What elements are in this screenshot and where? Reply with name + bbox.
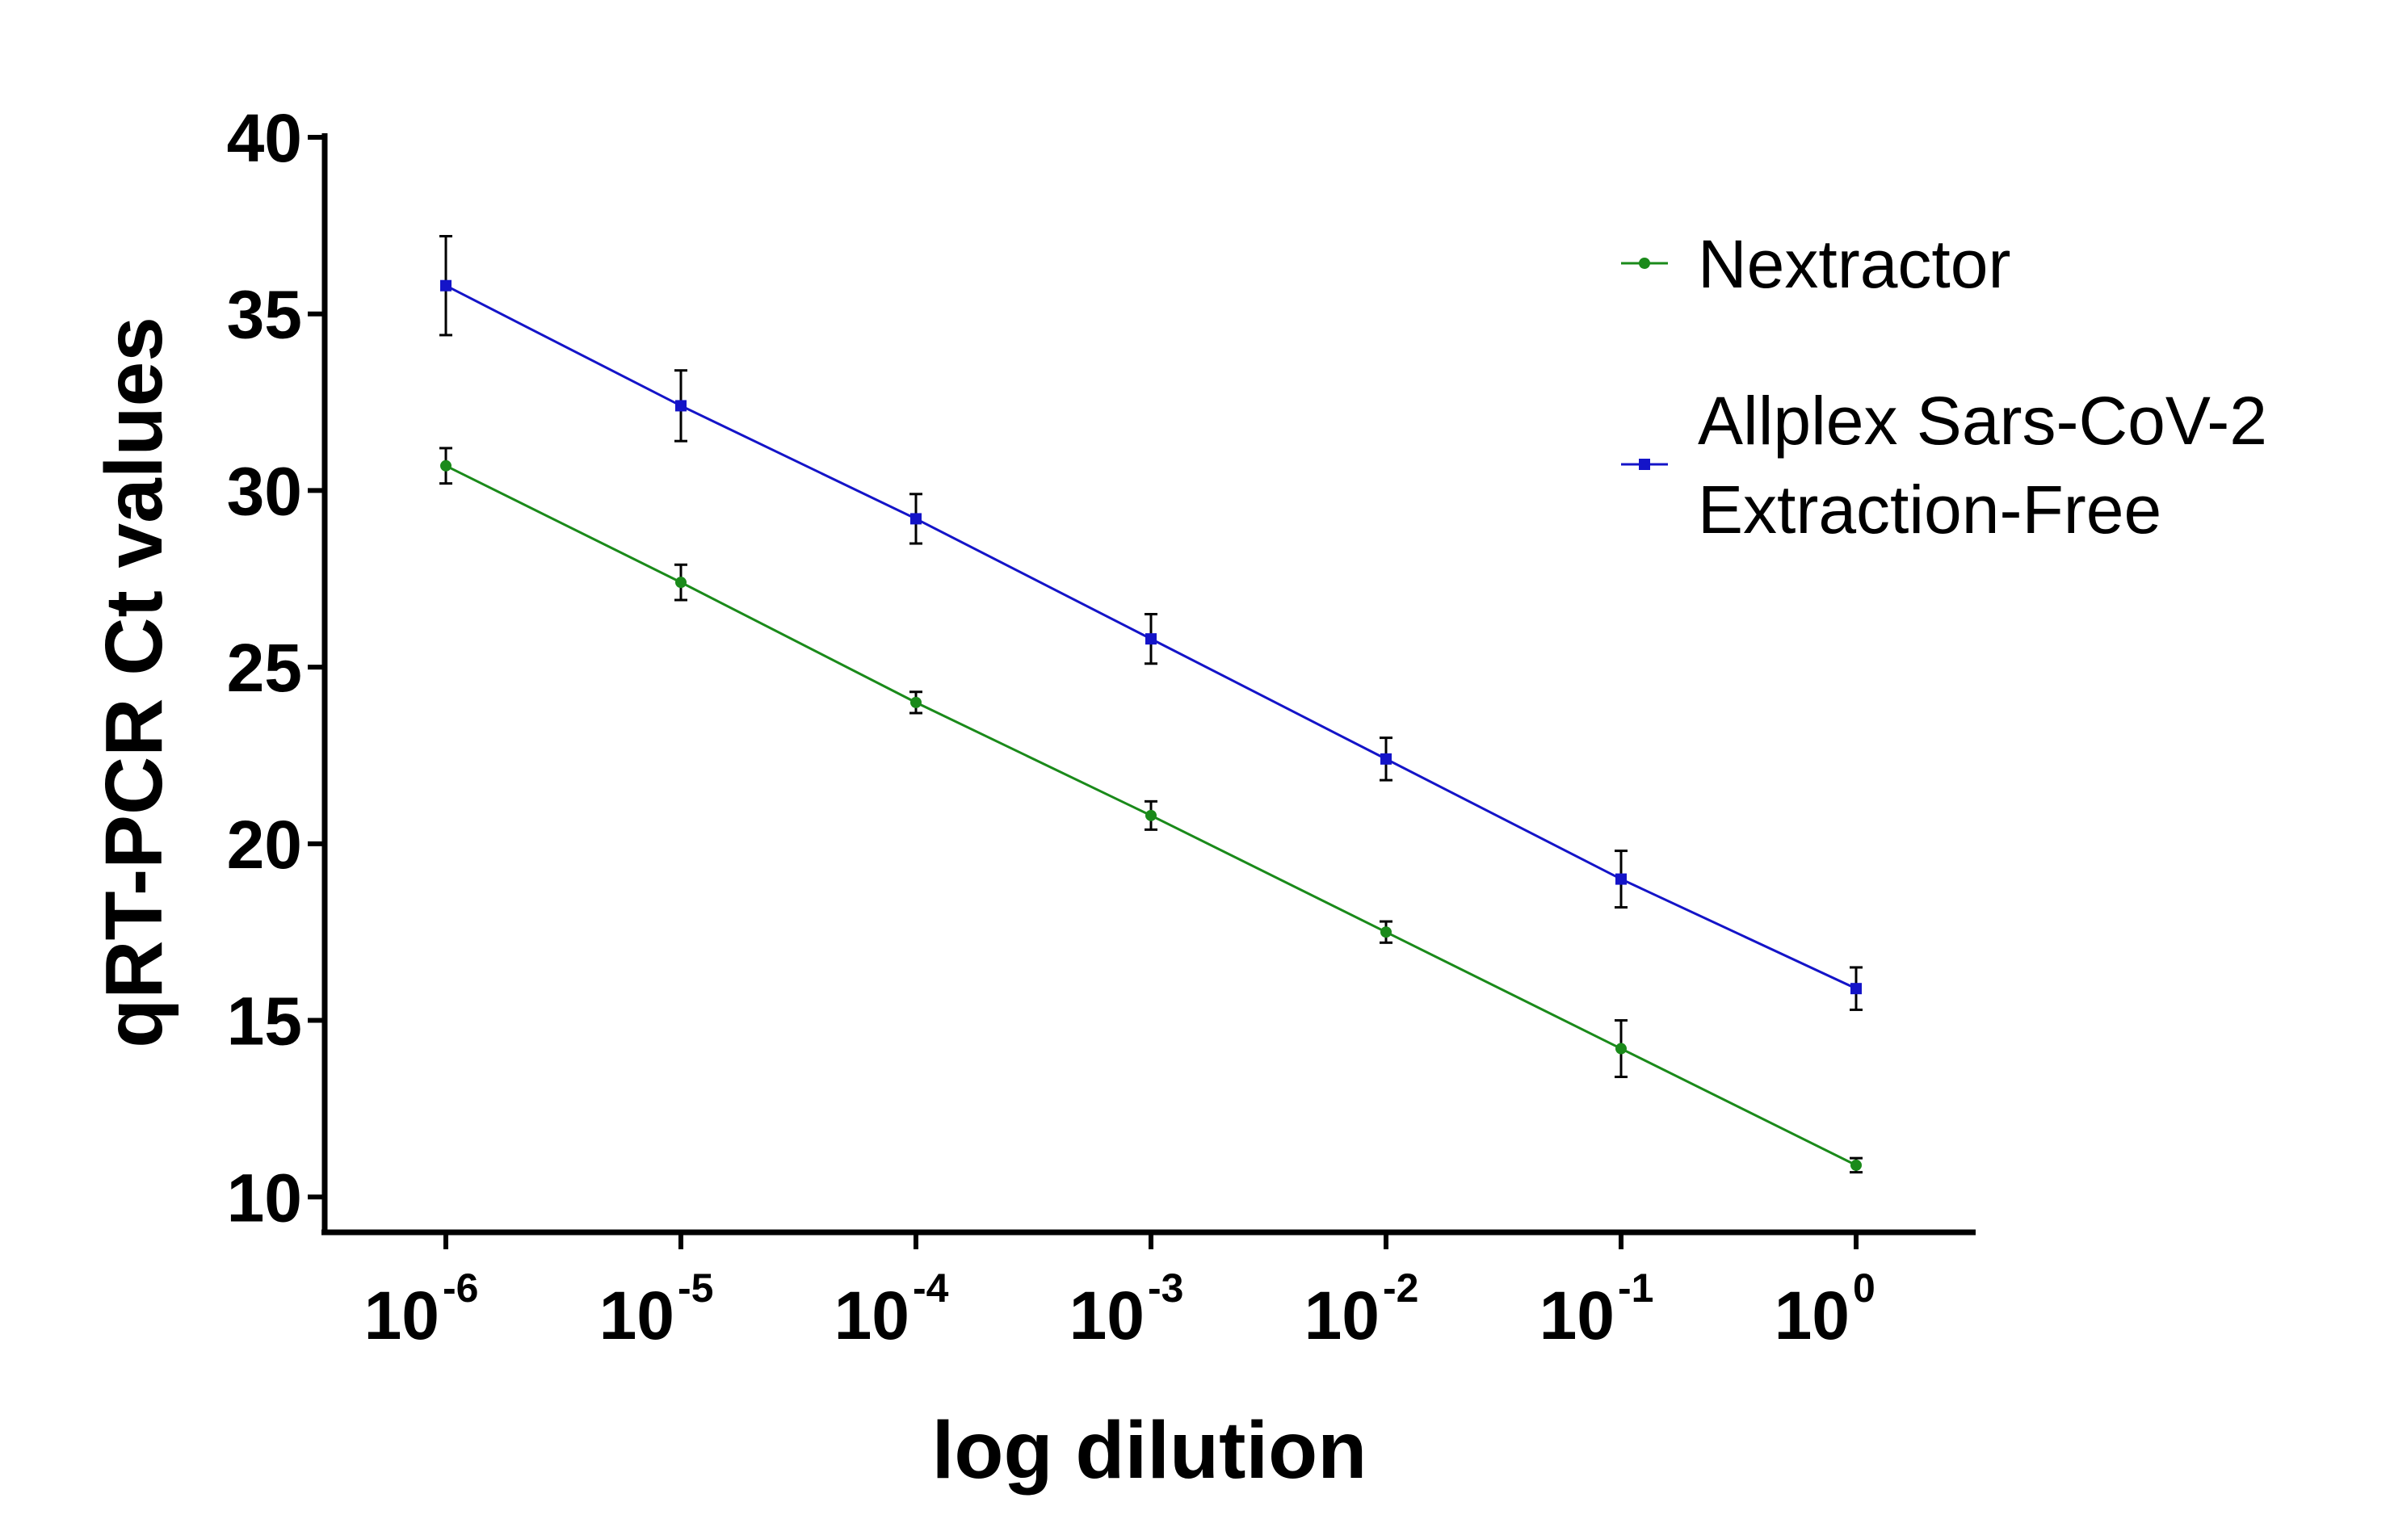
- data-point-0-0: [440, 459, 452, 472]
- x-tick-label-base-0: 10: [364, 1278, 439, 1353]
- series-0: [439, 447, 1863, 1174]
- x-tick-label-base-3: 10: [1069, 1278, 1145, 1353]
- y-tick-label-25: 25: [227, 630, 302, 706]
- x-tick-label-exp-1: -5: [678, 1265, 713, 1311]
- x-tick-label-exp-2: -4: [913, 1265, 949, 1311]
- data-point-0-6: [1850, 1159, 1862, 1171]
- x-tick-label-exp-3: -3: [1148, 1265, 1183, 1311]
- x-tick-label-base-5: 10: [1539, 1278, 1615, 1353]
- y-tick-label-40: 40: [227, 100, 302, 176]
- x-ticks: 10 -6 10 -5 10 -4 10 -3 10 -2 10 -1 10 0: [364, 1232, 1875, 1353]
- legend-label-nextractor: Nextractor: [1698, 226, 2010, 302]
- data-point-1-3: [1145, 633, 1157, 645]
- legend: Nextractor Allplex Sars-CoV-2 Extraction…: [1621, 226, 2267, 548]
- y-tick-label-30: 30: [227, 453, 302, 529]
- data-point-0-5: [1615, 1043, 1627, 1055]
- y-tick-label-35: 35: [227, 277, 302, 353]
- legend-label-allplex-line2: Extraction-Free: [1698, 472, 2161, 548]
- y-tick-label-20: 20: [227, 807, 302, 883]
- legend-item-nextractor: Nextractor: [1621, 226, 2010, 302]
- data-point-1-4: [1380, 753, 1392, 765]
- y-ticks: 10 15 20 25 30 35 40: [227, 100, 325, 1236]
- x-tick-label-base-1: 10: [599, 1278, 674, 1353]
- x-tick-label-base-6: 10: [1775, 1278, 1850, 1353]
- data-point-1-6: [1850, 983, 1862, 995]
- data-point-0-3: [1145, 809, 1157, 821]
- data-point-0-4: [1380, 926, 1392, 938]
- series-layer: [439, 234, 1863, 1174]
- x-tick-label-base-4: 10: [1304, 1278, 1380, 1353]
- legend-marker-allplex: [1639, 459, 1650, 470]
- x-tick-label-exp-4: -2: [1383, 1265, 1418, 1311]
- x-axis-title: log dilution: [932, 1405, 1367, 1496]
- data-point-0-2: [910, 696, 922, 708]
- y-tick-label-10: 10: [227, 1160, 302, 1236]
- data-point-1-0: [440, 279, 452, 292]
- data-point-0-1: [675, 577, 687, 589]
- legend-label-allplex-line1: Allplex Sars-CoV-2: [1698, 383, 2267, 459]
- legend-marker-nextractor: [1639, 258, 1650, 269]
- data-point-1-1: [675, 400, 687, 412]
- legend-item-allplex: Allplex Sars-CoV-2 Extraction-Free: [1621, 383, 2267, 548]
- series-1: [439, 234, 1863, 1011]
- data-point-1-2: [910, 513, 922, 525]
- x-tick-label-exp-6: 0: [1853, 1265, 1875, 1311]
- y-tick-label-15: 15: [227, 984, 302, 1060]
- x-tick-label-base-2: 10: [834, 1278, 909, 1353]
- data-point-1-5: [1615, 873, 1627, 885]
- y-axis-title: qRT-PCR Ct values: [89, 317, 179, 1048]
- x-tick-label-exp-0: -6: [443, 1265, 478, 1311]
- x-tick-label-exp-5: -1: [1618, 1265, 1653, 1311]
